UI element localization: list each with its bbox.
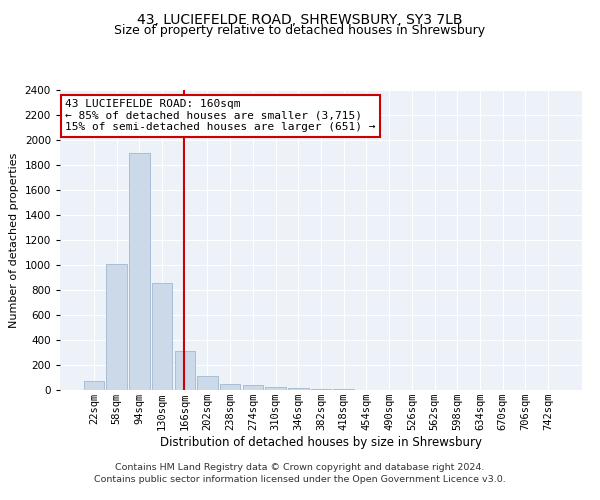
Text: Contains HM Land Registry data © Crown copyright and database right 2024.: Contains HM Land Registry data © Crown c… (115, 464, 485, 472)
Bar (106, 264, 127, 390)
Text: 43 LUCIEFELDE ROAD: 160sqm
← 85% of detached houses are smaller (3,715)
15% of s: 43 LUCIEFELDE ROAD: 160sqm ← 85% of deta… (65, 99, 376, 132)
Bar (129, 152, 149, 390)
Text: 43, LUCIEFELDE ROAD, SHREWSBURY, SY3 7LB: 43, LUCIEFELDE ROAD, SHREWSBURY, SY3 7LB (137, 12, 463, 26)
Text: Contains public sector information licensed under the Open Government Licence v3: Contains public sector information licen… (94, 475, 506, 484)
Bar (311, 389, 331, 390)
Bar (175, 351, 195, 390)
Bar (197, 376, 218, 390)
Bar (288, 388, 308, 390)
Y-axis label: Number of detached properties: Number of detached properties (9, 152, 19, 328)
Bar (220, 384, 241, 390)
X-axis label: Distribution of detached houses by size in Shrewsbury: Distribution of detached houses by size … (160, 436, 482, 449)
Bar (242, 385, 263, 390)
Bar (152, 282, 172, 390)
Bar (84, 381, 104, 390)
Text: Size of property relative to detached houses in Shrewsbury: Size of property relative to detached ho… (115, 24, 485, 37)
Bar (265, 387, 286, 390)
